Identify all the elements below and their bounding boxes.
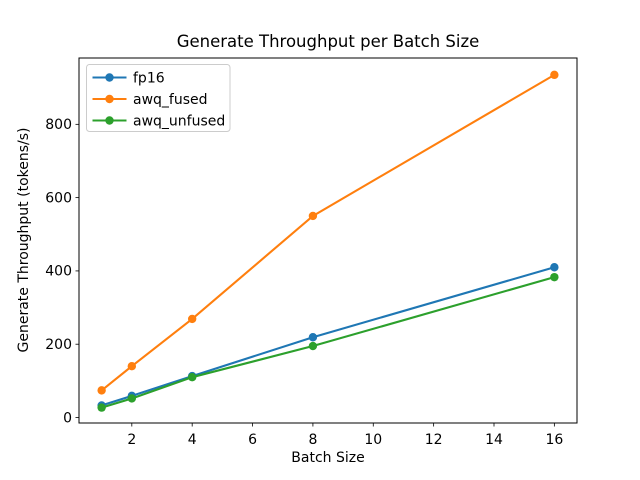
legend: fp16 awq_fused awq_unfused xyxy=(86,64,231,132)
series-marker-awq_fused xyxy=(187,314,197,324)
x-tick-label: 8 xyxy=(308,432,317,448)
y-tick-label: 400 xyxy=(45,264,72,280)
legend-label-awq_fused: awq_fused xyxy=(133,92,208,108)
series-marker-awq_unfused xyxy=(550,272,559,282)
legend-marker-fp16 xyxy=(105,73,114,82)
series-marker-awq_unfused xyxy=(187,372,197,382)
series-marker-awq_fused xyxy=(308,211,318,221)
series-marker-awq_unfused xyxy=(127,394,137,403)
x-tick-label: 6 xyxy=(248,432,257,448)
series-marker-fp16 xyxy=(550,263,559,272)
series-line-awq_unfused xyxy=(100,276,556,409)
x-tick-label: 16 xyxy=(545,432,563,448)
y-tick-label: 800 xyxy=(45,117,72,133)
y-tick-label: 0 xyxy=(63,410,72,426)
legend-marker-awq_fused xyxy=(105,94,114,104)
chart-title: Generate Throughput per Batch Size xyxy=(177,32,480,51)
series-marker-fp16 xyxy=(308,333,318,342)
series-marker-awq_fused xyxy=(97,386,106,395)
plot-border xyxy=(78,57,578,424)
legend-label-awq_unfused: awq_unfused xyxy=(133,114,225,130)
y-tick-label: 200 xyxy=(45,337,72,353)
legend-label-fp16: fp16 xyxy=(133,71,165,87)
series-marker-awq_unfused xyxy=(308,341,318,351)
x-tick-label: 14 xyxy=(485,432,503,448)
x-tick-label: 2 xyxy=(127,432,136,448)
axes: 2 4 6 8 10 12 14 16 0 200 400 600 800 xyxy=(45,57,578,448)
data-series xyxy=(97,70,559,412)
x-tick-label: 12 xyxy=(425,432,443,448)
x-tick-label: 10 xyxy=(364,432,382,448)
x-tick-label: 4 xyxy=(188,432,197,448)
series-marker-awq_fused xyxy=(550,70,559,80)
series-marker-awq_fused xyxy=(127,361,137,371)
x-axis-label: Batch Size xyxy=(291,450,364,466)
y-axis-label: Generate Throughput (tokens/s) xyxy=(16,128,32,353)
legend-marker-awq_unfused xyxy=(105,116,114,125)
series-marker-awq_unfused xyxy=(97,403,106,412)
legend-box xyxy=(86,64,231,132)
y-tick-label: 600 xyxy=(45,190,72,206)
